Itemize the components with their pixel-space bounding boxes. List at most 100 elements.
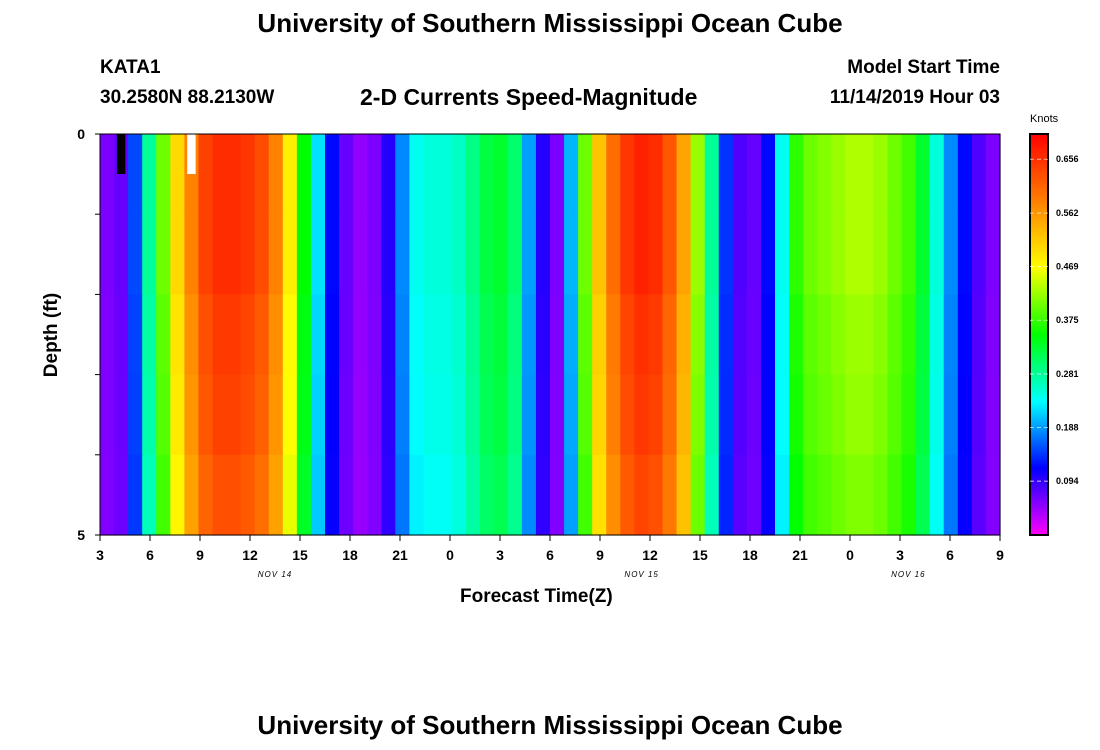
heatmap-cell [100,294,115,376]
heatmap-cell [100,454,115,536]
heatmap-cell [128,374,143,456]
heatmap-cell [971,294,987,376]
heatmap-cell [789,294,804,376]
heatmap-cell [887,214,903,295]
heatmap-cell [746,454,762,536]
heatmap-cell [690,454,706,536]
heatmap-cell [282,454,298,536]
heatmap-cell [254,134,270,215]
heatmap-cell [831,134,846,215]
y-tick-label: 5 [77,527,85,543]
heatmap-cell [620,214,635,295]
heatmap-cell [873,134,889,215]
heatmap-cell [760,214,776,295]
heatmap-cell [550,134,565,215]
heatmap-cell [578,294,593,376]
heatmap-cell [831,214,846,295]
heatmap-cell [296,374,312,456]
heatmap-cell [648,134,664,215]
heatmap-cell [732,134,748,215]
heatmap-cell [395,134,410,215]
heatmap-cell [325,454,340,536]
heatmap-cell [929,454,945,536]
heatmap-cell [859,454,875,536]
heatmap-cell [493,374,509,456]
heatmap-cell [873,214,889,295]
x-ticks: 3 6 9 12 15 18 21 0 3 6 9 12 15 18 21 0 3 6 9 [96,535,1004,563]
heatmap-cell [732,214,748,295]
heatmap-cell [142,374,157,456]
heatmap-cell [564,294,579,376]
heatmap-cell [310,214,326,295]
heatmap-cell [732,454,748,536]
heatmap-cell [704,454,720,536]
heatmap-cell [550,214,565,295]
heatmap-cell [156,374,171,456]
heatmap-cell [240,134,256,215]
heatmap-cell [915,134,931,215]
heatmap-cell [957,134,973,215]
heatmap-cell [873,454,889,536]
heatmap-cell [690,214,706,295]
heatmap-cell [901,374,917,456]
heatmap-cell [676,134,692,215]
heatmap-cell [901,134,917,215]
date-label: NOV 15 [624,570,658,579]
heatmap-cell [507,214,523,295]
heatmap-cell [409,294,425,376]
heatmap-cell [578,374,593,456]
x-tick-label: 15 [292,547,308,563]
heatmap-cell [479,374,495,456]
heatmap-cell [381,374,396,456]
x-axis-label: Forecast Time(Z) [460,586,613,607]
heatmap-cell [268,214,284,295]
heatmap-cell [198,214,214,295]
station-coords: 30.2580N 88.2130W [100,87,275,108]
heatmap-cell [479,214,495,295]
heatmap-cell [620,294,635,376]
heatmap-cell [198,134,214,215]
heatmap-cell [479,294,495,376]
heatmap-cell [240,374,256,456]
heatmap-cell [662,214,678,295]
heatmap-cell [803,454,818,536]
heatmap-cell [915,454,931,536]
heatmap-cell [943,294,959,376]
heatmap-cell [789,214,804,295]
heatmap-cell [803,214,818,295]
heatmap-cell [592,294,607,376]
heatmap-cell [268,374,284,456]
x-tick-label: 0 [446,547,454,563]
heatmap-cell [760,374,776,456]
heatmap-cell [212,374,228,456]
heatmap-cell [817,214,832,295]
heatmap-cell [887,294,903,376]
heatmap-cell [100,134,115,215]
heatmap-cell [676,294,692,376]
heatmap-cell [409,454,425,536]
heatmap-cell [451,134,467,215]
heatmap-cell [381,454,396,536]
heatmap-cell [409,374,425,456]
x-tick-label: 3 [496,547,504,563]
heatmap-cell [451,294,467,376]
heatmap-cell [535,134,551,215]
heatmap-cell [353,134,368,215]
heatmap-cell [845,374,860,456]
heatmap-cell [437,134,453,215]
heatmap-cell [732,294,748,376]
heatmap-cell [564,374,579,456]
heatmap-cell [831,374,846,456]
heatmap-cell [114,294,129,376]
heatmap-cell [437,294,453,376]
heatmap-cell [170,294,185,376]
heatmap-cell [845,134,860,215]
x-tick-label: 9 [196,547,204,563]
heatmap-cell [128,294,143,376]
heatmap-cell [268,294,284,376]
x-tick-label: 15 [692,547,708,563]
heatmap-cell [282,134,298,215]
missing-cell [187,134,196,174]
heatmap-cell [395,214,410,295]
heatmap-cell [620,454,635,536]
